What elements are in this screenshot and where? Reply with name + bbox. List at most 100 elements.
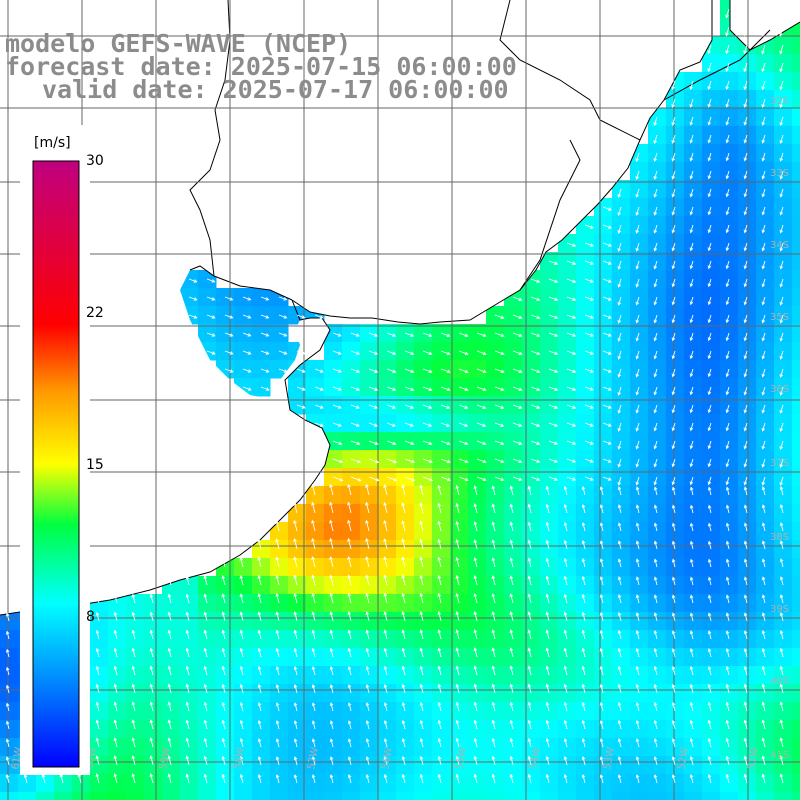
wind-arrow [350, 386, 361, 391]
wind-speed-cell [792, 54, 800, 73]
wind-arrow [545, 485, 550, 496]
wind-speed-cell [342, 576, 361, 595]
wind-speed-cell [162, 702, 181, 721]
wind-arrow [527, 737, 532, 748]
colorbar-tick-22: 22 [86, 305, 104, 321]
wind-arrow [581, 629, 586, 640]
colorbar-tick-30: 30 [86, 153, 104, 169]
wind-arrow [707, 44, 712, 55]
wind-arrow [743, 522, 748, 532]
wind-speed-cell [504, 558, 523, 577]
wind-speed-cell [684, 504, 703, 523]
wind-speed-cell [450, 756, 469, 775]
wind-arrow [743, 630, 748, 640]
wind-arrow [599, 576, 604, 586]
wind-speed-cell [792, 756, 800, 775]
wind-speed-cell [288, 792, 307, 800]
wind-arrow [5, 738, 10, 748]
wind-arrow [95, 755, 100, 766]
wind-arrow [671, 224, 676, 234]
wind-arrow [113, 647, 118, 658]
wind-speed-cell [162, 630, 181, 649]
wind-arrow [401, 665, 406, 676]
wind-arrow [311, 647, 316, 658]
wind-speed-cell [648, 486, 667, 505]
wind-arrow [401, 520, 406, 532]
wind-arrow [491, 701, 496, 712]
wind-speed-cell [288, 702, 307, 721]
wind-speed-cell [378, 738, 397, 757]
wind-arrow [383, 501, 388, 514]
wind-speed-cell [792, 234, 800, 253]
wind-arrow [635, 719, 640, 730]
wind-speed-cell [108, 756, 127, 775]
wind-speed-cell [684, 522, 703, 541]
wind-arrow [635, 594, 640, 604]
wind-speed-cell [360, 684, 379, 703]
wind-arrow [512, 368, 523, 374]
wind-arrow [458, 404, 469, 409]
wind-arrow [437, 701, 442, 712]
wind-arrow [761, 701, 766, 712]
wind-speed-cell [180, 576, 199, 595]
wind-arrow [476, 332, 487, 338]
wind-arrow [476, 476, 487, 482]
wind-arrow [563, 593, 568, 604]
wind-arrow [545, 539, 550, 550]
wind-arrow [419, 502, 424, 514]
wind-speed-cell [504, 756, 523, 775]
wind-arrow [293, 611, 298, 622]
wind-arrow [275, 683, 280, 694]
wind-arrow [761, 188, 766, 198]
latitude-label: 34S [770, 240, 789, 251]
wind-arrow [275, 611, 280, 622]
wind-arrow [239, 719, 244, 730]
wind-speed-cell [792, 432, 800, 451]
wind-speed-cell [432, 756, 451, 775]
wind-speed-cell [648, 630, 667, 649]
wind-arrow [347, 556, 352, 568]
wind-speed-cell [522, 720, 541, 739]
wind-speed-cell [666, 558, 685, 577]
wind-arrow [707, 665, 712, 676]
wind-arrow [584, 440, 594, 445]
wind-arrow [779, 296, 784, 306]
wind-arrow [5, 648, 10, 658]
wind-arrow [329, 756, 334, 766]
wind-speed-cell [486, 702, 505, 721]
wind-arrow [563, 773, 568, 784]
wind-speed-cell [180, 792, 199, 800]
wind-arrow [203, 755, 208, 766]
wind-arrow [329, 574, 334, 586]
wind-arrow [725, 260, 730, 270]
wind-arrow [422, 404, 433, 409]
longitude-label: 58W [232, 746, 247, 770]
wind-speed-cell [288, 648, 307, 667]
wind-arrow [548, 368, 559, 373]
wind-arrow [419, 737, 424, 748]
wind-speed-cell [396, 666, 415, 685]
wind-arrow [527, 557, 532, 568]
wind-arrow [617, 647, 622, 658]
wind-arrow [707, 188, 712, 198]
wind-arrow [584, 314, 595, 319]
wind-speed-cell [540, 648, 559, 667]
wind-speed-cell [90, 666, 109, 685]
wind-arrow [260, 332, 270, 337]
wind-arrow [365, 720, 370, 730]
wind-arrow [422, 458, 433, 464]
wind-speed-cell [378, 630, 397, 649]
wind-speed-cell [504, 612, 523, 631]
wind-arrow [743, 278, 748, 288]
wind-speed-cell [594, 648, 613, 667]
wind-arrow [707, 773, 712, 784]
wind-arrow [314, 422, 324, 427]
wind-arrow [581, 665, 586, 676]
wind-arrow [617, 332, 622, 342]
wind-arrow [617, 486, 622, 496]
wind-arrow [419, 701, 424, 712]
wind-speed-cell [342, 738, 361, 757]
wind-speed-cell [450, 594, 469, 613]
wind-speed-cell [270, 792, 289, 800]
wind-speed-cell [648, 648, 667, 667]
